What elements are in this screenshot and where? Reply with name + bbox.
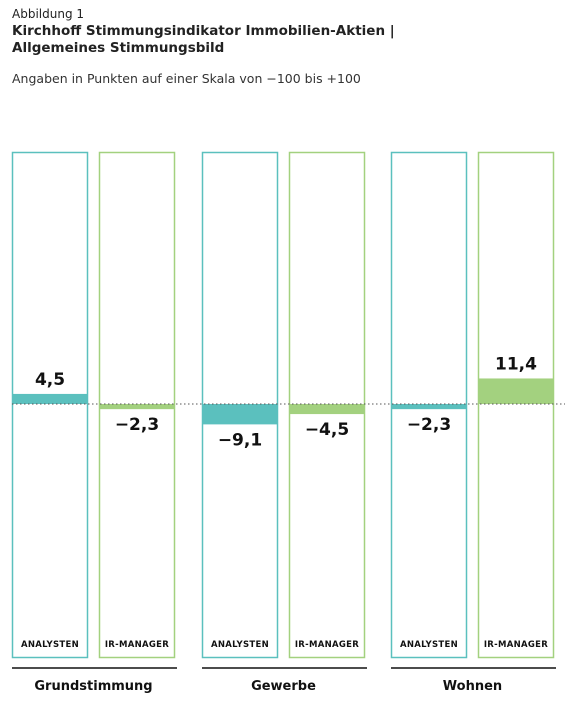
figure-subtitle: Angaben in Punkten auf einer Skala von −… [12,71,361,86]
series-label-wohnen-ir-manager: IR-MANAGER [484,640,548,650]
data-label-grundstimmung-analysten: 4,5 [35,370,65,390]
data-label-grundstimmung-ir-manager: −2,3 [115,415,159,435]
series-label-gewerbe-analysten: ANALYSTEN [211,640,269,650]
bar-frame-grundstimmung-analysten [11,151,89,659]
bar-wohnen-analysten [392,404,466,410]
data-label-gewerbe-analysten: −9,1 [218,430,262,450]
group-label-grundstimmung: Grundstimmung [34,679,152,694]
figure-title-line-1: Kirchhoff Stimmungsindikator Immobilien-… [12,23,395,39]
group-label-gewerbe: Gewerbe [251,679,316,694]
data-label-wohnen-analysten: −2,3 [407,415,451,435]
bar-grundstimmung-ir-manager [100,404,174,410]
bar-frame-gewerbe-ir-manager [288,151,366,659]
bar-grundstimmung-analysten [13,393,87,404]
bar-frame-wohnen-ir-manager [477,151,555,659]
bar-wohnen-ir-manager [479,378,553,404]
bar-frame-grundstimmung-ir-manager [98,151,176,659]
data-label-wohnen-ir-manager: 11,4 [495,354,537,374]
series-label-grundstimmung-ir-manager: IR-MANAGER [105,640,169,650]
bar-frame-wohnen-analysten [390,151,468,659]
figure-title: Kirchhoff Stimmungsindikator Immobilien-… [12,23,395,57]
figure-title-line-2: Allgemeines Stimmungsbild [12,40,225,56]
series-label-grundstimmung-analysten: ANALYSTEN [21,640,79,650]
data-label-gewerbe-ir-manager: −4,5 [305,420,349,440]
group-label-wohnen: Wohnen [443,679,502,694]
series-label-wohnen-analysten: ANALYSTEN [400,640,458,650]
figure-label: Abbildung 1 [12,7,85,21]
bar-gewerbe-analysten [203,404,277,425]
bar-gewerbe-ir-manager [290,404,364,415]
bar-frame-gewerbe-analysten [201,151,279,659]
series-label-gewerbe-ir-manager: IR-MANAGER [295,640,359,650]
